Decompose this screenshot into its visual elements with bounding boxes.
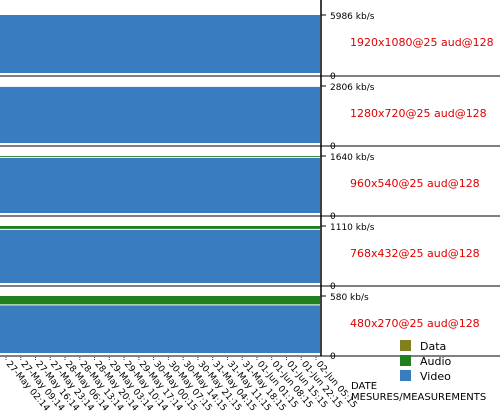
y-max-label: 1110 kb/s [330, 223, 375, 233]
audio-bar [0, 226, 320, 230]
x-axis-label-line1: DATE [351, 381, 377, 392]
video-bar [0, 157, 320, 213]
panel-4: 1110 kb/s 0 768x432@25 aud@128 [0, 223, 500, 292]
legend-label-data: Data [420, 340, 446, 353]
panel-3: 1640 kb/s 0 960x540@25 aud@128 [0, 153, 500, 222]
legend-swatch-audio [400, 355, 411, 366]
profile-label: 1280x720@25 aud@128 [350, 107, 487, 120]
legend-label-audio: Audio [420, 355, 452, 368]
profile-label: 1920x1080@25 aud@128 [350, 36, 494, 49]
panel-2: 2806 kb/s 0 1280x720@25 aud@128 [0, 83, 500, 152]
video-bar [0, 229, 320, 283]
y-max-label: 1640 kb/s [330, 153, 375, 163]
profile-label: 768x432@25 aud@128 [350, 247, 480, 260]
panel-1: 5986 kb/s 0 1920x1080@25 aud@128 [0, 12, 500, 82]
audio-bar [0, 156, 320, 158]
y-zero-label: 0 [330, 72, 336, 82]
y-zero-label: 0 [330, 282, 336, 292]
legend-swatch-data [400, 340, 411, 351]
panel-5: 580 kb/s 0 480x270@25 aud@128 [0, 293, 500, 362]
audio-bar [0, 296, 320, 305]
y-max-label: 580 kb/s [330, 293, 369, 303]
video-bar [0, 86, 320, 143]
x-axis-label-line2: MESURES/MEASUREMENTS [351, 392, 486, 403]
y-max-label: 5986 kb/s [330, 12, 375, 22]
legend: Data Audio Video [400, 340, 452, 383]
y-max-label: 2806 kb/s [330, 83, 375, 93]
y-zero-label: 0 [330, 352, 336, 362]
video-bar [0, 15, 320, 73]
profile-label: 960x540@25 aud@128 [350, 177, 480, 190]
y-zero-label: 0 [330, 142, 336, 152]
video-bar [0, 304, 320, 353]
legend-swatch-video [400, 370, 411, 381]
y-zero-label: 0 [330, 212, 336, 222]
legend-label-video: Video [420, 370, 451, 383]
profile-label: 480x270@25 aud@128 [350, 317, 480, 330]
